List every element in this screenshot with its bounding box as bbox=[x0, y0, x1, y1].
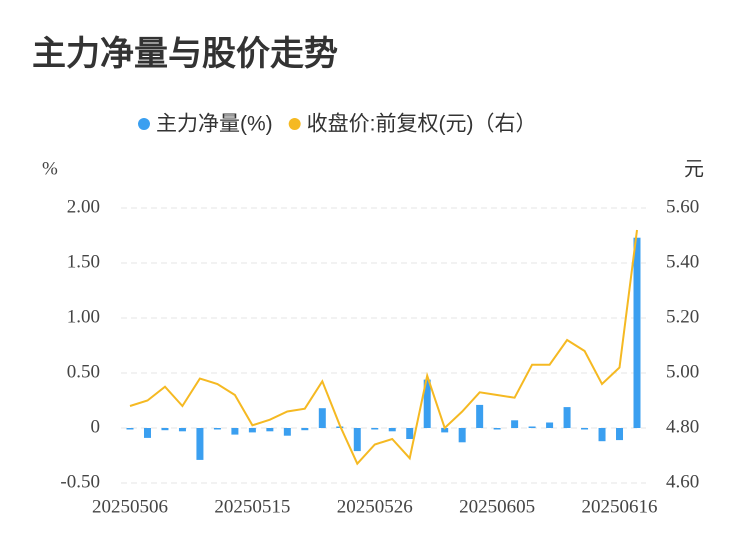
legend-marker bbox=[138, 118, 150, 130]
bar bbox=[283, 428, 291, 436]
bar bbox=[458, 428, 466, 443]
bar bbox=[143, 428, 151, 438]
y-tick-label: 2.00 bbox=[67, 196, 100, 217]
bar bbox=[441, 428, 449, 433]
bar bbox=[598, 428, 606, 442]
bar bbox=[563, 407, 571, 428]
bar bbox=[266, 428, 274, 432]
bar bbox=[493, 428, 501, 430]
y-tick-label: 1.50 bbox=[67, 251, 100, 272]
bar bbox=[406, 428, 414, 439]
x-tick-label: 20250526 bbox=[337, 496, 413, 517]
y-tick-label: 1.00 bbox=[67, 306, 100, 327]
x-tick-label: 20250605 bbox=[459, 496, 535, 517]
x-tick-label: 20250515 bbox=[214, 496, 290, 517]
bar bbox=[161, 428, 169, 431]
bar bbox=[178, 428, 186, 432]
y2-axis-label: 元 bbox=[684, 158, 704, 180]
y2-tick-label: 5.40 bbox=[666, 251, 699, 272]
y-axis-label: % bbox=[42, 158, 58, 179]
y2-tick-label: 4.80 bbox=[666, 416, 699, 437]
bar bbox=[231, 428, 239, 435]
y2-tick-label: 5.00 bbox=[666, 361, 699, 382]
legend-label: 收盘价:前复权(元)（右） bbox=[307, 113, 537, 136]
bar bbox=[528, 426, 536, 428]
bar bbox=[371, 428, 379, 430]
y2-tick-label: 5.20 bbox=[666, 306, 699, 327]
y2-tick-label: 4.60 bbox=[666, 471, 699, 492]
y-tick-label: -0.50 bbox=[60, 471, 100, 492]
legend-marker bbox=[288, 118, 301, 130]
bar bbox=[318, 408, 326, 428]
bar bbox=[126, 428, 134, 430]
price-line bbox=[129, 229, 638, 466]
bar bbox=[423, 379, 431, 428]
bar bbox=[616, 428, 624, 441]
bar bbox=[213, 428, 221, 430]
bar bbox=[248, 428, 256, 433]
legend-label: 主力净量(%) bbox=[156, 113, 273, 136]
y-tick-label: 0.50 bbox=[67, 361, 100, 382]
bar bbox=[476, 404, 484, 428]
x-tick-label: 20250506 bbox=[92, 496, 168, 517]
bar bbox=[353, 428, 361, 452]
bar bbox=[546, 422, 554, 428]
chart-title: 主力净量与股价走势 bbox=[32, 35, 338, 73]
bar bbox=[581, 428, 589, 430]
x-tick-label: 20250616 bbox=[582, 496, 658, 517]
bar bbox=[196, 428, 204, 460]
y-tick-label: 0 bbox=[91, 416, 101, 437]
bar bbox=[388, 428, 396, 432]
y2-tick-label: 5.60 bbox=[666, 196, 699, 217]
bar bbox=[511, 420, 519, 428]
bar bbox=[301, 428, 309, 431]
bar bbox=[633, 237, 641, 428]
